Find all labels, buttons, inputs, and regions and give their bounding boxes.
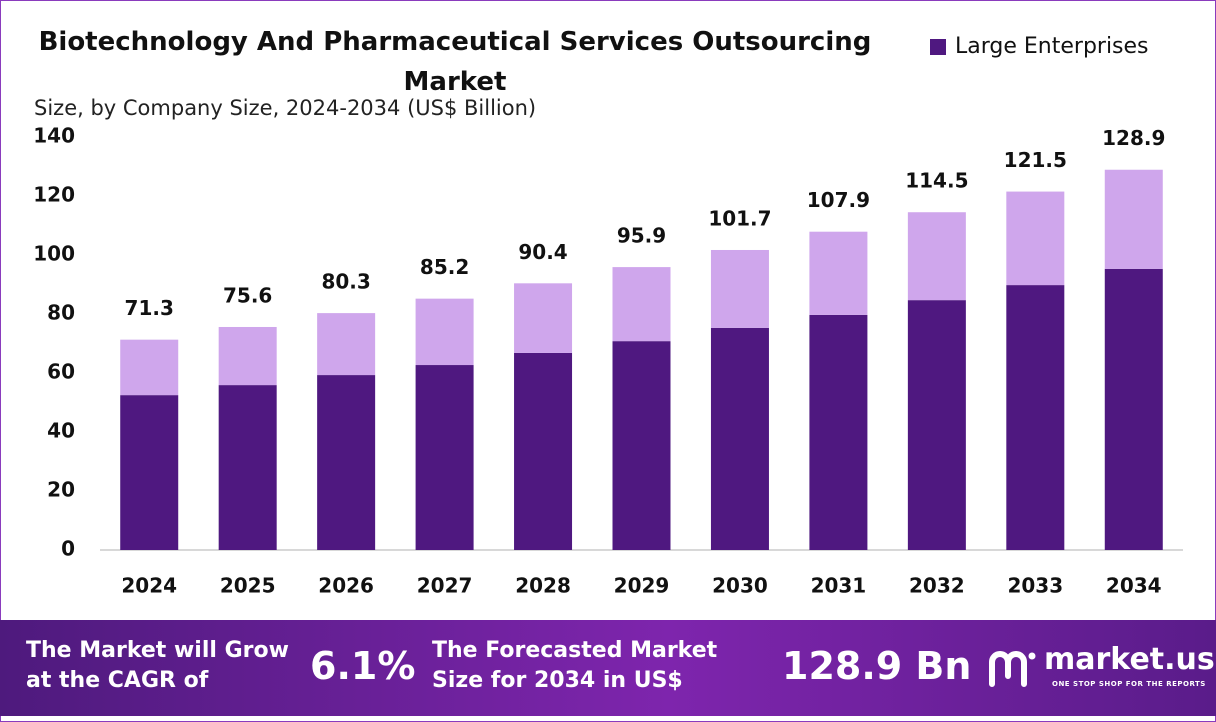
bar-segment — [514, 352, 573, 550]
x-tick-label: 2028 — [515, 574, 571, 598]
bar-segment — [1006, 285, 1065, 550]
brand-tagline: ONE STOP SHOP FOR THE REPORTS — [1052, 680, 1206, 688]
bar-segment — [907, 212, 966, 301]
cagr-text: The Market will Grow at the CAGR of — [26, 636, 289, 696]
chart: 0 20 40 60 80 100 120 140 71.3 2024 75.6 2025 80.3 20… — [33, 34, 1183, 598]
bar-segment — [809, 314, 868, 550]
y-tick-label: 40 — [47, 419, 75, 443]
total-label: 107.9 — [807, 188, 870, 212]
bar-segment — [907, 300, 966, 550]
legend-label: Large Enterprises — [955, 34, 1149, 59]
logo-shape — [989, 651, 1027, 687]
y-tick-label: 60 — [47, 360, 75, 384]
bar-segment — [415, 365, 474, 550]
bar-segment — [809, 231, 868, 315]
x-tick-label: 2027 — [417, 574, 473, 598]
total-label: 128.9 — [1102, 126, 1165, 150]
bar-segment — [1104, 268, 1163, 550]
x-tick-label: 2034 — [1106, 574, 1162, 598]
bar-segment — [514, 283, 573, 353]
footer: The Market will Grow at the CAGR of 6.1%… — [0, 620, 1216, 716]
bar-segment — [1104, 169, 1163, 269]
forecast-line: Size for 2034 in US$ — [432, 668, 683, 693]
total-label: 121.5 — [1004, 148, 1067, 172]
x-tick-label: 2025 — [220, 574, 276, 598]
total-label: 85.2 — [420, 255, 469, 279]
bar-segment — [710, 327, 769, 550]
brand-logo — [989, 651, 1036, 687]
cagr-line: at the CAGR of — [26, 668, 209, 693]
y-tick-label: 120 — [33, 183, 75, 207]
chart-subtitle: Size, by Company Size, 2024-2034 (US$ Bi… — [34, 96, 537, 120]
bar-segment — [1006, 191, 1065, 286]
x-tick-label: 2026 — [318, 574, 374, 598]
bar-segment — [415, 298, 474, 366]
total-label: 95.9 — [617, 224, 666, 248]
cagr-line: The Market will Grow — [26, 638, 289, 663]
chart-title: Biotechnology And Pharmaceutical Service… — [38, 27, 872, 97]
total-label: 114.5 — [905, 169, 968, 193]
x-tick-label: 2031 — [811, 574, 867, 598]
bar-segment — [218, 385, 277, 550]
bar-segment — [710, 249, 769, 328]
total-label: 71.3 — [125, 296, 174, 320]
y-tick-label: 20 — [47, 478, 75, 502]
bar-segment — [120, 339, 179, 396]
bar-segment — [317, 313, 376, 376]
cagr-value: 6.1% — [310, 644, 416, 688]
legend-swatch — [930, 39, 946, 55]
total-label: 101.7 — [708, 206, 771, 230]
bar-segment — [120, 395, 179, 550]
total-label: 80.3 — [321, 270, 370, 294]
y-tick-label: 100 — [33, 242, 75, 266]
brand-name: market.us — [1044, 642, 1215, 677]
logo-dot — [1028, 652, 1036, 660]
total-label: 90.4 — [518, 240, 567, 264]
forecast-line: The Forecasted Market — [432, 638, 718, 663]
y-tick-label: 140 — [33, 124, 75, 148]
forecast-value: 128.9 Bn — [782, 644, 972, 688]
x-tick-label: 2029 — [614, 574, 670, 598]
bar-segment — [612, 341, 671, 550]
x-tick-label: 2032 — [909, 574, 965, 598]
x-tick-label: 2033 — [1007, 574, 1063, 598]
y-tick-label: 80 — [47, 301, 75, 325]
y-tick-label: 0 — [61, 537, 75, 561]
forecast-text: The Forecasted Market Size for 2034 in U… — [432, 636, 717, 696]
bar-segment — [317, 375, 376, 550]
x-tick-label: 2024 — [121, 574, 177, 598]
bar-segment — [612, 267, 671, 342]
bar-segment — [218, 326, 277, 386]
total-label: 75.6 — [223, 283, 272, 307]
x-tick-label: 2030 — [712, 574, 768, 598]
